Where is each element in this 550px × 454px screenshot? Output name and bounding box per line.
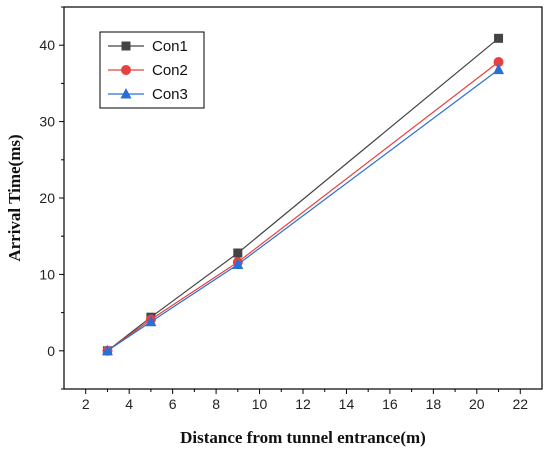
legend-item: Con1 [108,38,188,55]
x-tick-label: 6 [169,396,177,412]
y-axis-title: Arrival Time(ms) [5,134,24,261]
legend-marker [120,88,132,99]
legend-label: Con2 [152,62,188,79]
legend-marker [121,41,131,51]
y-tick-label: 30 [39,114,55,130]
series-line [107,37,499,352]
axis-ticks: 2 4 6 8 10 12 14 16 18 20 22 0 10 20 30 40 [39,6,528,412]
legend-label: Con1 [152,38,188,55]
y-tick-label: 10 [39,266,55,282]
x-tick-label: 16 [382,396,398,412]
data-point [493,63,505,75]
data-point [233,248,243,258]
legend-item: Con2 [108,62,188,79]
x-tick-label: 10 [252,396,268,412]
legend-marker [121,65,131,75]
y-tick-label: 20 [39,190,55,206]
x-axis-title: Distance from tunnel entrance(m) [180,428,426,447]
series-line [107,69,499,352]
x-tick-label: 22 [512,396,528,412]
x-tick-label: 2 [82,396,90,412]
x-tick-label: 18 [426,396,442,412]
data-point [232,258,244,269]
x-tick-label: 14 [339,396,355,412]
series-layer [101,33,505,356]
legend: Con1 Con2 Con3 [99,31,205,109]
data-point [494,33,504,43]
x-tick-label: 4 [125,396,133,412]
legend-label: Con3 [152,86,188,103]
y-tick-label: 40 [39,37,55,53]
series-con3 [101,63,505,356]
legend-item: Con3 [108,86,188,103]
data-point [145,315,157,327]
data-point [493,57,504,68]
data-point [101,344,113,356]
x-tick-label: 8 [212,396,220,412]
series-line [107,61,499,352]
x-tick-label: 20 [469,396,485,412]
x-tick-label: 12 [295,396,311,412]
y-tick-label: 0 [47,343,55,359]
